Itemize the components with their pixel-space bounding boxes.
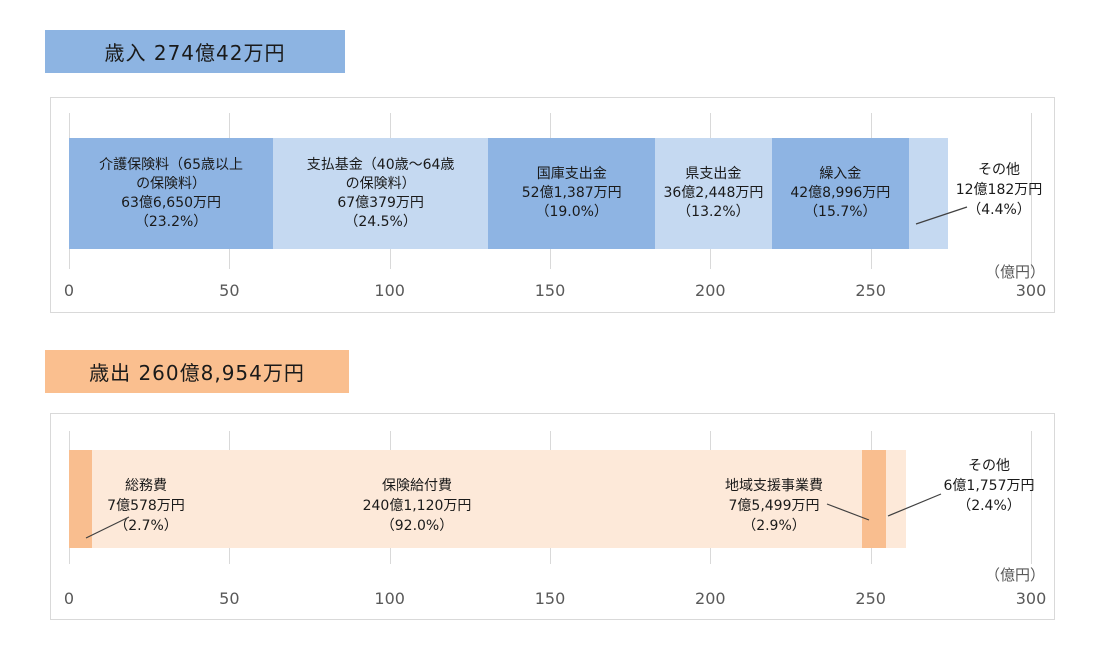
axis-tick-label: 300: [1015, 589, 1047, 608]
segment-amount: 6億1,757万円: [943, 478, 1035, 494]
axis-unit-label: （億円）: [984, 263, 1045, 281]
axis-tick-label: 200: [695, 281, 726, 300]
axis-tick-label: 200: [695, 589, 726, 608]
segment-percent: （24.5%）: [344, 213, 417, 230]
segment-label: 介護保険料（65歳以上 の保険料） 63億6,650万円 （23.2%）: [99, 156, 243, 232]
segment-label: 繰入金 42億8,996万円 （15.7%）: [790, 165, 890, 222]
segment-label: 保険給付費 240億1,120万円 （92.0%）: [363, 476, 472, 536]
revenue-title-banner: 歳入 274億42万円: [45, 30, 345, 73]
segment-name: の保険料）: [136, 175, 207, 192]
segment-name: その他: [977, 162, 1020, 178]
segment-percent: （92.0%）: [380, 518, 454, 534]
bar-segment: [91, 450, 862, 548]
axis-tick-label: 50: [219, 281, 240, 300]
bar-segment: 県支出金 36億2,448万円 （13.2%）: [655, 138, 772, 249]
axis-tick-label: 0: [63, 589, 75, 608]
segment-amount: 7億5,499万円: [728, 498, 820, 514]
axis-tick-label: 50: [219, 589, 240, 608]
segment-percent: （4.4%）: [967, 202, 1031, 218]
segment-amount: 12億182万円: [955, 182, 1043, 198]
segment-label: 国庫支出金 52億1,387万円 （19.0%）: [522, 165, 622, 222]
segment-amount: 240億1,120万円: [362, 498, 472, 514]
bar-segment: 介護保険料（65歳以上 の保険料） 63億6,650万円 （23.2%）: [69, 138, 274, 249]
segment-percent: （23.2%）: [134, 213, 208, 230]
segment-amount: 63億6,650万円: [121, 194, 222, 211]
segment-name: 繰入金: [819, 166, 862, 182]
segment-name: の保険料）: [345, 175, 416, 192]
axis-tick-label: 0: [63, 281, 75, 300]
expenditure-title-banner: 歳出 260億8,954万円: [45, 350, 349, 393]
axis-unit-label: （億円）: [984, 566, 1045, 584]
bar-segment: [69, 450, 92, 548]
segment-name: 支払基金（40歳～64歳: [306, 156, 455, 173]
bar-segment: [909, 138, 948, 249]
segment-percent: （2.7%）: [114, 518, 178, 534]
revenue-chart: 0 50 100 150 200 250 300 （億円） 介護保険料（65歳以上 の保険料） 63…: [50, 97, 1055, 313]
axis-tick-label: 100: [374, 589, 405, 608]
bar-segment: 国庫支出金 52億1,387万円 （19.0%）: [488, 138, 656, 249]
segment-percent: （2.9%）: [742, 518, 806, 534]
bar-segment: 支払基金（40歳～64歳 の保険料） 67億379万円 （24.5%）: [273, 138, 489, 249]
segment-amount: 42億8,996万円: [790, 185, 891, 201]
gridline: [1031, 431, 1032, 564]
segment-label: その他 6億1,757万円 （2.4%）: [944, 456, 1035, 516]
segment-label: 県支出金 36億2,448万円 （13.2%）: [663, 165, 763, 222]
segment-name: 総務費: [124, 478, 167, 494]
bar-segment: [861, 450, 886, 548]
axis-tick-label: 250: [855, 281, 886, 300]
segment-label: 支払基金（40歳～64歳 の保険料） 67億379万円 （24.5%）: [307, 156, 455, 232]
axis-tick-label: 300: [1015, 281, 1047, 300]
segment-amount: 67億379万円: [337, 194, 424, 211]
segment-amount: 36億2,448万円: [663, 185, 764, 201]
axis-tick-label: 100: [374, 281, 405, 300]
bar-segment: [885, 450, 906, 548]
segment-percent: （15.7%）: [804, 204, 877, 220]
segment-label: 地域支援事業費 7億5,499万円 （2.9%）: [725, 476, 823, 536]
axis-tick-label: 250: [855, 589, 886, 608]
segment-percent: （13.2%）: [677, 204, 750, 220]
gridline: [1031, 113, 1032, 269]
bar-segment: 繰入金 42億8,996万円 （15.7%）: [771, 138, 910, 249]
segment-label: その他 12億182万円 （4.4%）: [956, 160, 1043, 220]
expenditure-chart: 0 50 100 150 200 250 300 （億円） 総務費 7億578万円 （2.7%） 保険…: [50, 413, 1055, 620]
segment-name: その他: [968, 458, 1010, 474]
axis-tick-label: 150: [534, 589, 566, 608]
segment-amount: 52億1,387万円: [521, 185, 622, 201]
segment-name: 介護保険料（65歳以上: [99, 156, 243, 173]
segment-label: 総務費 7億578万円 （2.7%）: [107, 476, 185, 536]
segment-name: 地域支援事業費: [725, 478, 823, 494]
segment-amount: 7億578万円: [107, 498, 185, 514]
segment-name: 県支出金: [685, 166, 742, 182]
segment-name: 保険給付費: [382, 478, 452, 494]
segment-percent: （19.0%）: [535, 204, 608, 220]
axis-tick-label: 150: [534, 281, 566, 300]
segment-percent: （2.4%）: [957, 498, 1021, 514]
segment-name: 国庫支出金: [536, 166, 607, 182]
